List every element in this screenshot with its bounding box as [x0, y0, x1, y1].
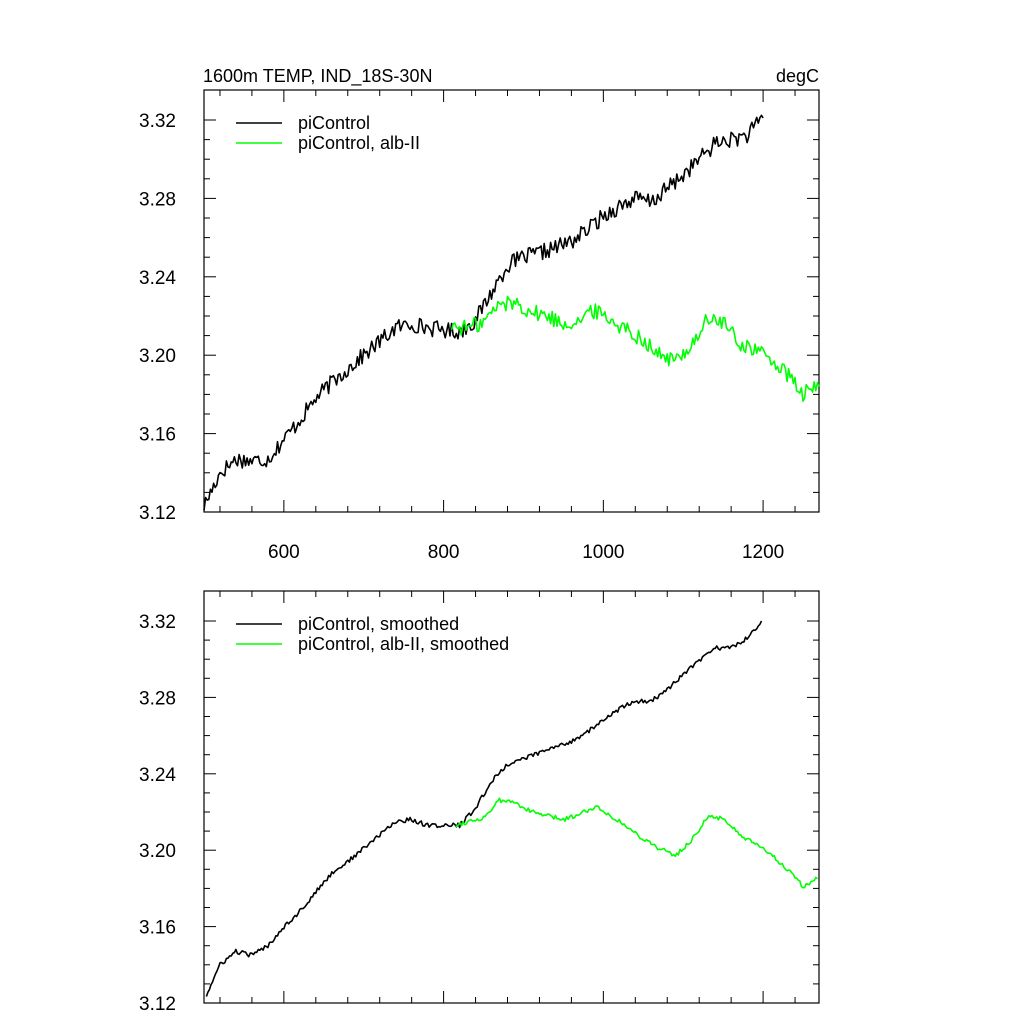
figure-title: 1600m TEMP, IND_18S-30N — [203, 66, 432, 87]
legend-label: piControl, alb-II, smoothed — [298, 634, 509, 654]
y-tick-label: 3.12 — [139, 503, 176, 524]
y-tick-label: 3.28 — [139, 688, 176, 709]
plot-frame — [203, 89, 820, 513]
x-tick-label: 800 — [428, 542, 460, 563]
series-line-0 — [203, 114, 764, 511]
y-tick-label: 3.20 — [139, 346, 176, 367]
y-tick-label: 3.16 — [139, 918, 176, 939]
units-label: degC — [776, 66, 819, 86]
bottom-panel: 3.12 3.16 3.20 3.24 3.28 3.32 piControl, smoot… — [139, 590, 820, 1015]
x-tick-label: 1200 — [742, 542, 784, 563]
series-line-1 — [455, 797, 818, 889]
legend-label: piControl — [298, 113, 370, 133]
y-tick-label: 3.28 — [139, 189, 176, 210]
legend-label: piControl, smoothed — [298, 614, 459, 634]
y-tick-label: 3.20 — [139, 841, 176, 862]
series-line-1 — [450, 295, 820, 402]
series-line-0 — [205, 620, 763, 997]
top-panel: 3.12 3.16 3.20 3.24 3.28 3.32 600 800 1000 1200 pi… — [139, 89, 820, 563]
y-tick-label: 3.32 — [139, 111, 176, 132]
y-tick-label: 3.24 — [139, 765, 176, 786]
legend-label: piControl, alb-II — [298, 133, 420, 153]
y-tick-label: 3.24 — [139, 268, 176, 289]
x-tick-label: 600 — [268, 542, 300, 563]
y-tick-label: 3.32 — [139, 612, 176, 633]
y-tick-label: 3.12 — [139, 994, 176, 1015]
x-tick-label: 1000 — [582, 542, 624, 563]
plot-frame — [203, 590, 820, 1004]
y-tick-label: 3.16 — [139, 425, 176, 446]
